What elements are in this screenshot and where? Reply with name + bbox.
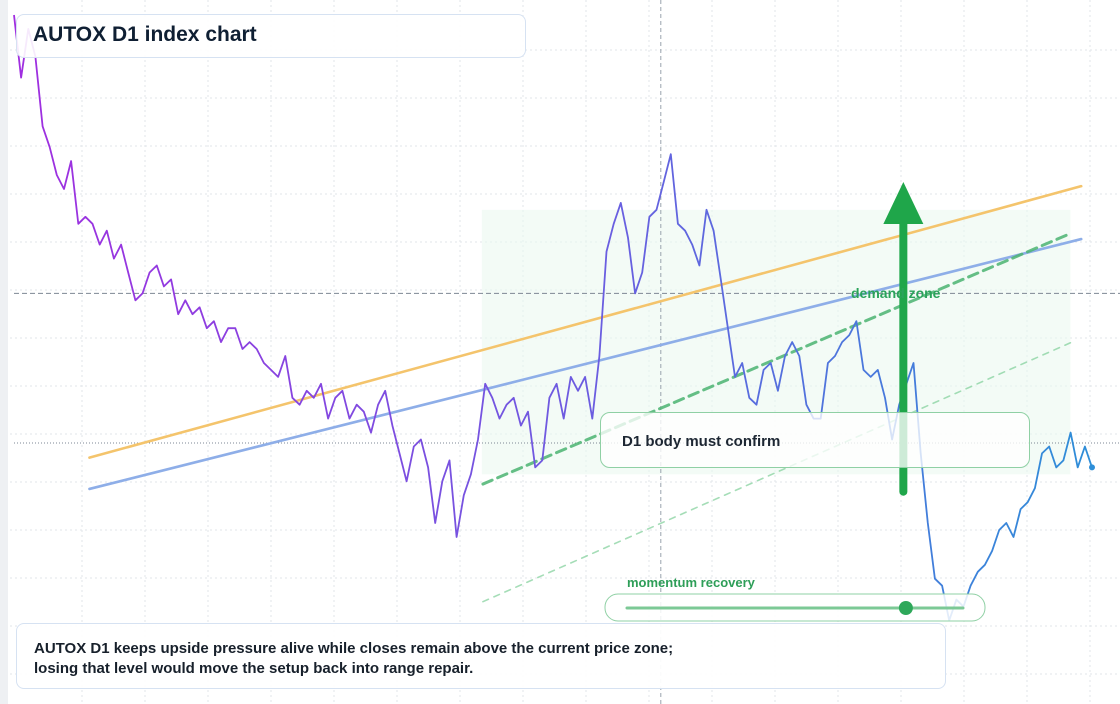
- chart-title: AUTOX D1 index chart: [33, 23, 257, 46]
- demand-zone-label: demand zone: [851, 285, 941, 301]
- momentum-slider: [604, 593, 986, 622]
- last-price-dot: [1089, 464, 1095, 471]
- arrow-head: [883, 182, 924, 224]
- confirm-callout-text: D1 body must confirm: [622, 433, 781, 450]
- trendlines: [88, 184, 1083, 603]
- momentum-knob: [898, 601, 913, 615]
- trendline-lower: [88, 237, 1083, 491]
- commentary-card: AUTOX D1 keeps upside pressure alive whi…: [16, 623, 946, 689]
- price-line: [13, 14, 1093, 622]
- confirm-callout: D1 body must confirm: [600, 412, 1030, 468]
- trendline-green-dashed: [481, 232, 1072, 486]
- trendline-upper: [88, 184, 1083, 459]
- left-edge-strip: [0, 0, 8, 704]
- commentary-line-2: losing that level would move the setup b…: [34, 660, 474, 677]
- price-layer: [13, 14, 1095, 622]
- chart-title-card: AUTOX D1 index chart: [16, 14, 526, 58]
- commentary-line-1: AUTOX D1 keeps upside pressure alive whi…: [34, 640, 674, 657]
- momentum-label: momentum recovery: [627, 575, 755, 590]
